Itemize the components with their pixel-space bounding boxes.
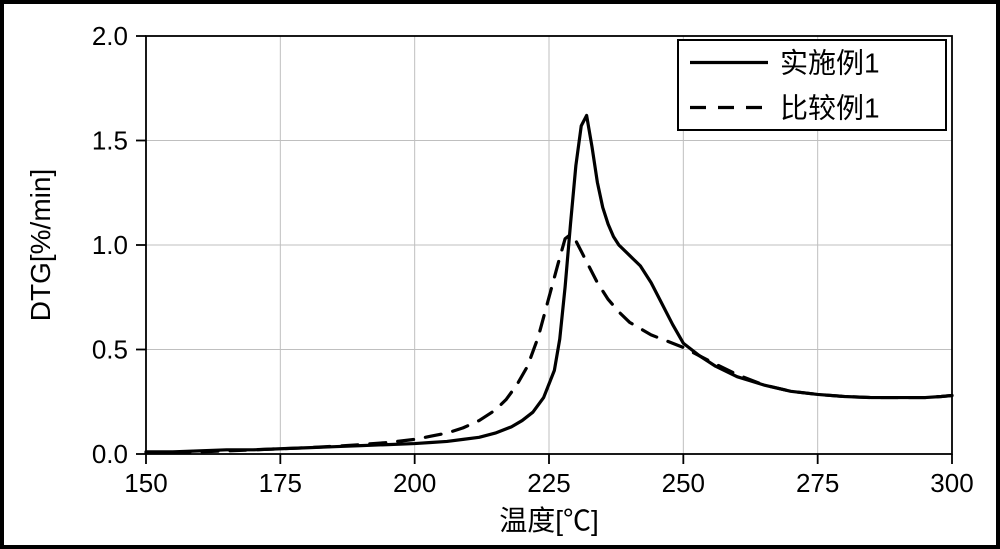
svg-text:0.0: 0.0 [92, 439, 128, 469]
svg-text:温度[℃]: 温度[℃] [499, 505, 599, 536]
svg-text:300: 300 [930, 468, 973, 498]
svg-text:250: 250 [662, 468, 705, 498]
outer-frame: 150 175 200 225 250 275 300 0.0 0.5 1.0 1.5 2.0 温度[℃… [0, 0, 1000, 549]
chart-wrap: 1501752002252502753000.00.51.01.52.0温度[℃… [18, 18, 982, 531]
svg-text:1.5: 1.5 [92, 126, 128, 156]
dtg-chart: 150 175 200 225 250 275 300 0.0 0.5 1.0 1.5 2.0 温度[℃… [18, 18, 990, 539]
svg-text:275: 275 [796, 468, 839, 498]
svg-text:DTG[%/min]: DTG[%/min] [25, 169, 56, 321]
svg-text:0.5: 0.5 [92, 335, 128, 365]
svg-text:225: 225 [527, 468, 570, 498]
svg-text:150: 150 [124, 468, 167, 498]
svg-text:200: 200 [393, 468, 436, 498]
svg-text:比较例1: 比较例1 [780, 92, 880, 123]
svg-text:2.0: 2.0 [92, 21, 128, 51]
svg-text:实施例1: 实施例1 [780, 47, 880, 78]
svg-text:1.0: 1.0 [92, 230, 128, 260]
svg-text:175: 175 [259, 468, 302, 498]
